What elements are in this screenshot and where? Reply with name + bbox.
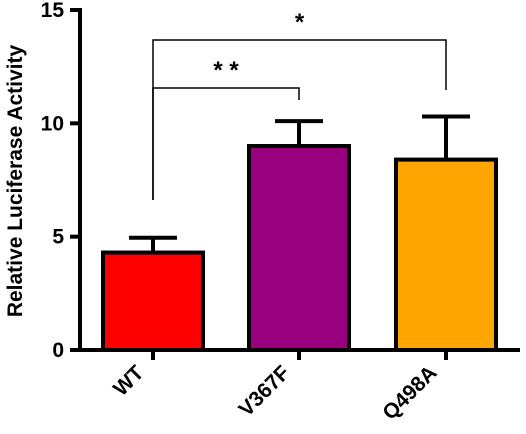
- y-tick-label: 15: [41, 0, 65, 22]
- x-category-label: V367F: [235, 361, 295, 421]
- x-category-label: Q498A: [378, 361, 441, 424]
- significance-label: * *: [213, 57, 239, 84]
- x-category-label: WT: [109, 361, 148, 400]
- y-tick-label: 5: [52, 226, 64, 249]
- y-axis-label: Relative Luciferase Activity: [4, 45, 27, 318]
- bar-q498a: [394, 157, 498, 352]
- bar-v367f: [247, 144, 351, 352]
- significance-label: *: [295, 9, 305, 36]
- bar-wt: [101, 250, 205, 353]
- y-tick-label: 10: [41, 112, 64, 135]
- significance-bracket: [152, 39, 447, 200]
- y-tick-label: 0: [52, 339, 64, 362]
